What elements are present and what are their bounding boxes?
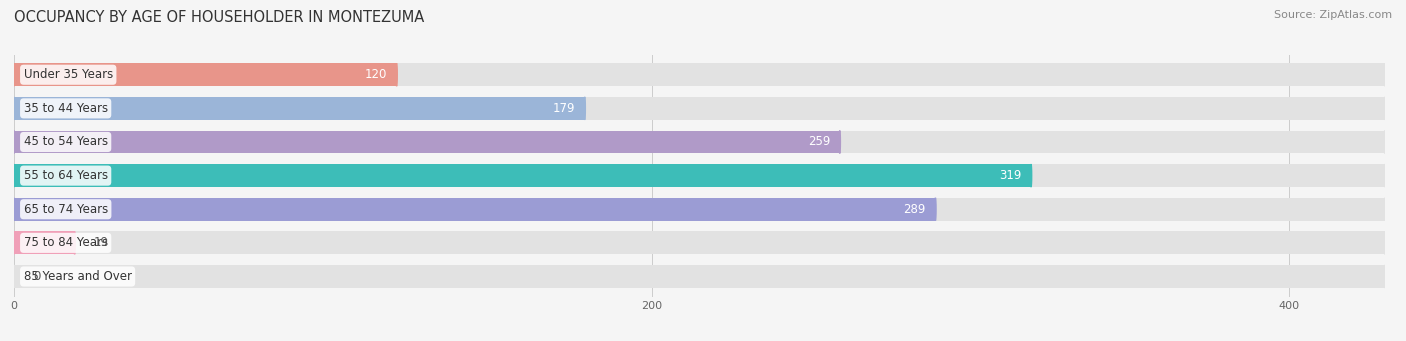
Text: 0: 0: [34, 270, 41, 283]
Bar: [14, 131, 839, 153]
Bar: [14, 97, 585, 120]
Text: Under 35 Years: Under 35 Years: [24, 68, 112, 81]
Text: 19: 19: [94, 236, 108, 249]
Text: 85 Years and Over: 85 Years and Over: [24, 270, 132, 283]
Bar: [14, 63, 396, 86]
Bar: [14, 63, 1385, 86]
Text: 65 to 74 Years: 65 to 74 Years: [24, 203, 108, 216]
Bar: [14, 265, 1385, 288]
Bar: [14, 198, 935, 221]
Text: 319: 319: [1000, 169, 1022, 182]
Text: 45 to 54 Years: 45 to 54 Years: [24, 135, 108, 148]
Text: 55 to 64 Years: 55 to 64 Years: [24, 169, 108, 182]
Bar: [14, 232, 1385, 254]
Text: OCCUPANCY BY AGE OF HOUSEHOLDER IN MONTEZUMA: OCCUPANCY BY AGE OF HOUSEHOLDER IN MONTE…: [14, 10, 425, 25]
Bar: [14, 97, 1385, 120]
Text: 75 to 84 Years: 75 to 84 Years: [24, 236, 108, 249]
Bar: [14, 131, 1385, 153]
Bar: [14, 164, 1031, 187]
Text: 179: 179: [553, 102, 575, 115]
Text: 259: 259: [808, 135, 830, 148]
Bar: [14, 232, 75, 254]
Text: 35 to 44 Years: 35 to 44 Years: [24, 102, 108, 115]
Text: Source: ZipAtlas.com: Source: ZipAtlas.com: [1274, 10, 1392, 20]
Text: 289: 289: [904, 203, 925, 216]
Text: 120: 120: [364, 68, 387, 81]
Bar: [14, 198, 1385, 221]
Bar: [14, 164, 1385, 187]
